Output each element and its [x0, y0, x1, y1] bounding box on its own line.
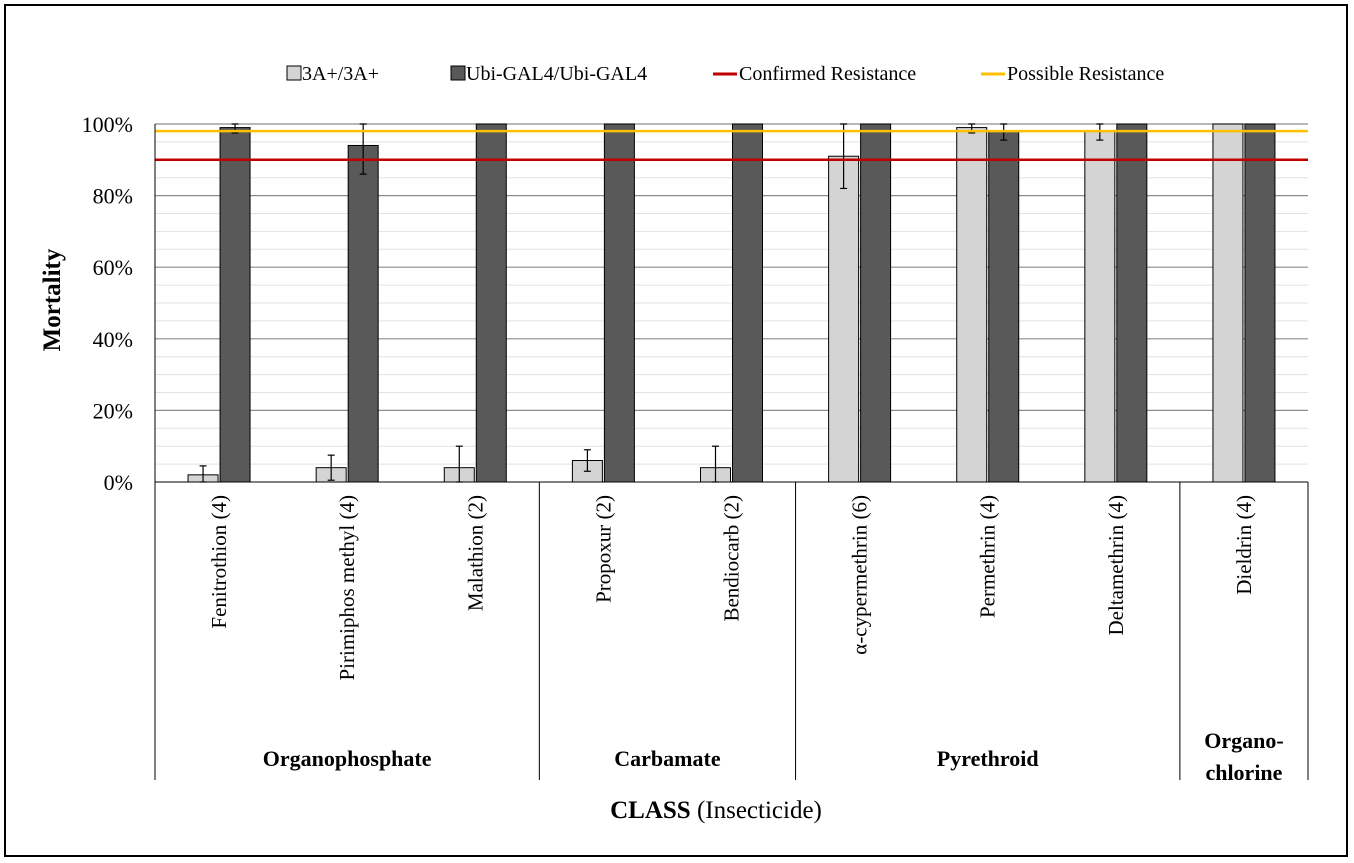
y-tick-label: 100% — [82, 112, 133, 137]
x-axis-label: CLASS (Insecticide) — [610, 797, 822, 824]
category-label: α-cypermethrin (6) — [848, 495, 872, 655]
group-label: chlorine — [1205, 760, 1282, 785]
x-axis-label-bold: CLASS — [610, 797, 691, 824]
bar-ubi-gal4 — [219, 127, 251, 483]
x-axis-label-rest: (Insecticide) — [691, 797, 822, 824]
category-label: Pirimiphos methyl (4) — [335, 495, 359, 681]
group-label: Organophosphate — [263, 746, 432, 771]
bar-ubi-gal4 — [1244, 123, 1276, 483]
legend-label-ubi-gal4: Ubi-GAL4/Ubi-GAL4 — [466, 63, 647, 85]
bar-3a — [828, 155, 860, 483]
group-label: Carbamate — [614, 746, 721, 771]
bar-ubi-gal4 — [347, 144, 379, 483]
bar-3a — [956, 127, 988, 483]
group-label: Pyrethroid — [937, 746, 1039, 771]
legend-swatch-ubi-gal4 — [450, 65, 466, 81]
category-label: Dieldrin (4) — [1232, 495, 1256, 595]
gridlines — [155, 123, 1308, 465]
bars — [187, 123, 1276, 483]
y-axis-label: Mortality — [39, 248, 66, 351]
category-label: Permethrin (4) — [976, 495, 1000, 618]
legend-swatch-3a — [286, 65, 302, 81]
legend-label-possible: Possible Resistance — [1007, 63, 1164, 85]
error-bar — [583, 449, 591, 472]
category-label: Propoxur (2) — [591, 495, 615, 603]
axes: 0% 20% 40% 60% 80% 100% Fenitrothion (4) Pirimi… — [82, 112, 1309, 785]
bar-ubi-gal4 — [860, 123, 892, 483]
bar-ubi-gal4 — [603, 123, 635, 483]
bar-3a — [1084, 130, 1116, 483]
y-tick-label: 60% — [93, 255, 133, 280]
legend: 3A+/3A+ Ubi-GAL4/Ubi-GAL4 Confirmed Resist… — [286, 63, 1164, 85]
category-label: Deltamethrin (4) — [1104, 495, 1128, 636]
y-tick-label: 0% — [104, 470, 133, 495]
bar-ubi-gal4 — [1116, 123, 1148, 483]
bar-ubi-gal4 — [732, 123, 763, 483]
y-tick-label: 40% — [93, 327, 133, 352]
bar-3a — [1212, 123, 1244, 483]
category-label: Malathion (2) — [463, 495, 487, 611]
chart-frame — [4, 4, 1348, 857]
y-tick-label: 80% — [93, 184, 133, 209]
error-bar — [840, 123, 848, 190]
category-label: Bendiocarb (2) — [720, 495, 744, 622]
category-label: Fenitrothion (4) — [207, 495, 231, 629]
y-tick-label: 20% — [93, 398, 133, 423]
error-bar — [327, 454, 335, 481]
reference-lines — [155, 129, 1308, 162]
bar-ubi-gal4 — [988, 130, 1020, 483]
legend-label-3a: 3A+/3A+ — [302, 63, 379, 85]
bar-ubi-gal4 — [475, 123, 507, 483]
legend-label-confirmed: Confirmed Resistance — [739, 63, 916, 85]
group-label: Organo- — [1204, 728, 1283, 753]
